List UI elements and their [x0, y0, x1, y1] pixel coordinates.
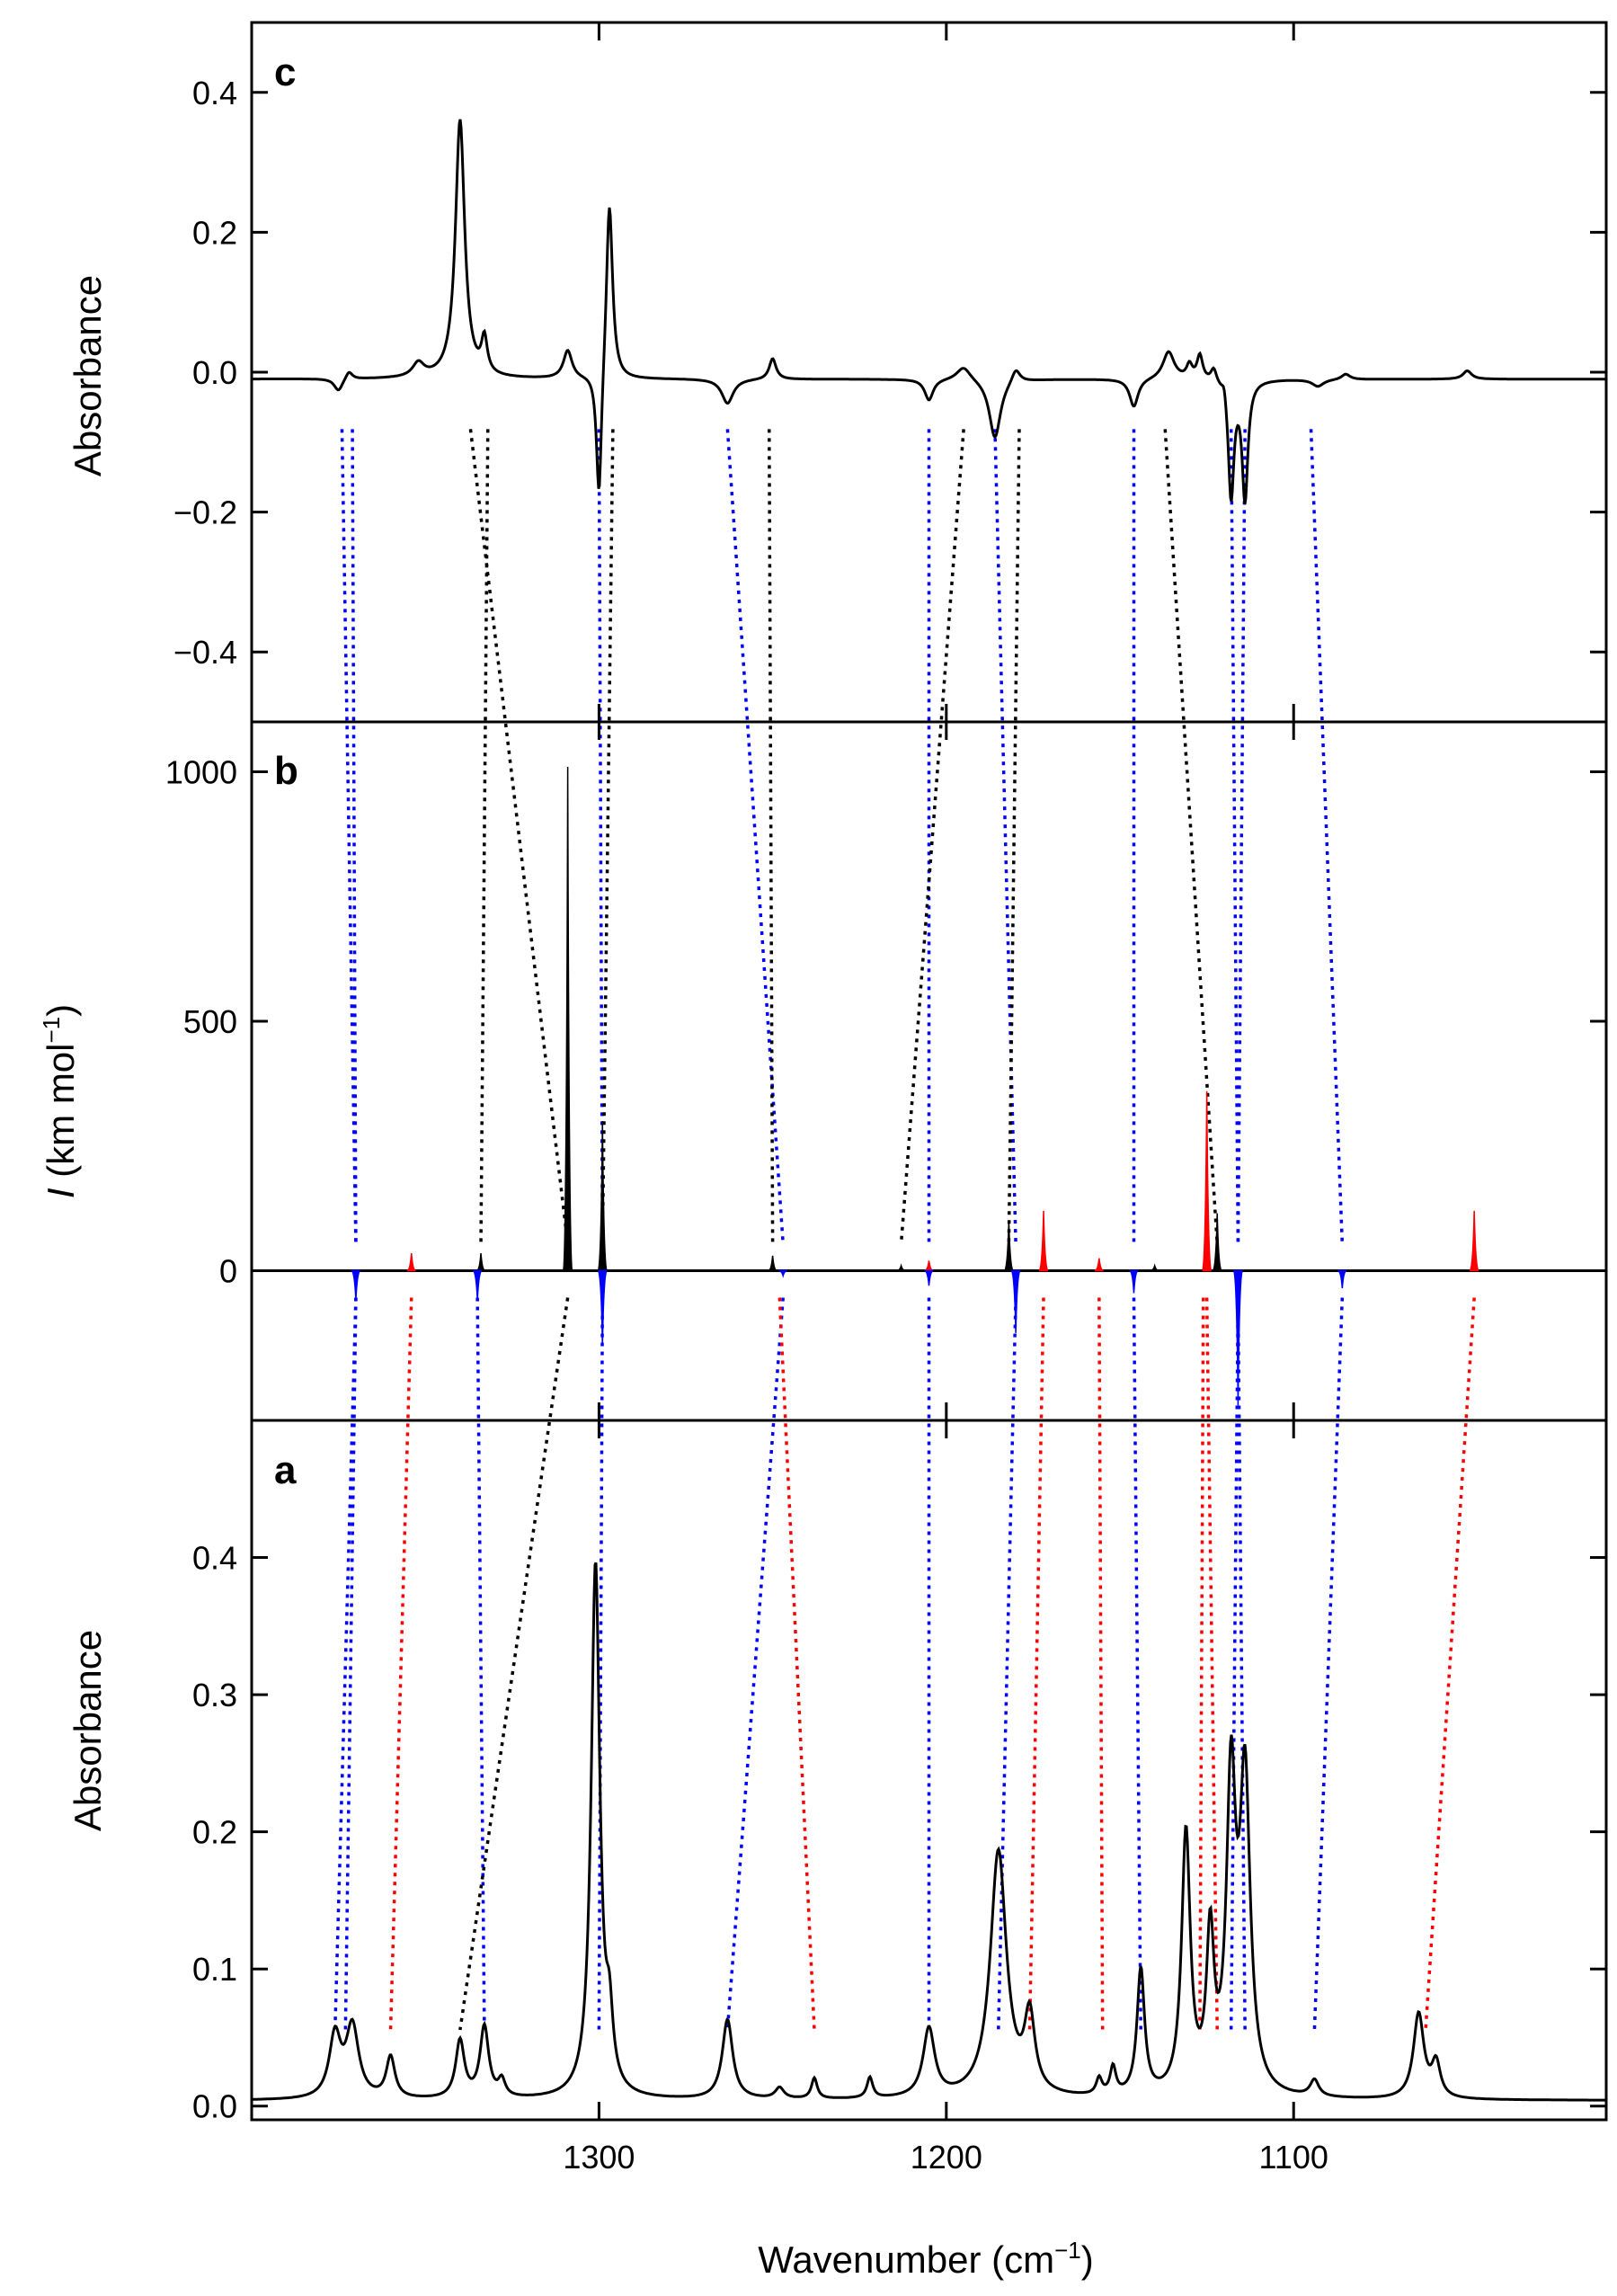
panel-b-band: [1038, 1210, 1049, 1272]
panel-b-ytick-label: 500: [183, 1003, 237, 1040]
panel-b-band: [1150, 1263, 1159, 1272]
panel-b-band: [472, 1269, 483, 1301]
correlation-line-b-a: [1097, 1297, 1105, 2031]
correlation-line-b-a: [1424, 1297, 1476, 2031]
correlation-line-b-a: [1132, 1297, 1142, 2031]
axis-ticks: 0.4 0.2 0.0 −0.2 −0.4 1000 500 0 0.4 0.3 0.2 0.1 0.0…: [165, 22, 1606, 2176]
x-tick-label: 1300: [563, 2139, 635, 2176]
correlation-line-c-b: [1163, 429, 1219, 1244]
panel-a-ytick-label: 0.1: [192, 1951, 237, 1988]
panel-a-ytick-label: 0.3: [192, 1677, 237, 1713]
panel-b-band: [475, 1253, 486, 1272]
correlation-line-c-b: [351, 429, 358, 1244]
panel-b-band: [406, 1253, 416, 1272]
panel-b-ytick-label: 0: [219, 1253, 237, 1290]
panel-b-band: [1337, 1269, 1347, 1288]
panel-c-ytick-label: −0.4: [173, 634, 237, 671]
correlation-line-c-b: [1007, 429, 1021, 1244]
panel-b-band: [351, 1269, 361, 1301]
panel-b-band: [924, 1269, 934, 1286]
panel-b-band: [562, 766, 573, 1272]
panel-b-ylabel: I (km mol−1): [38, 1004, 82, 1198]
panel-b-band: [924, 1260, 934, 1272]
correlation-line-b-a: [388, 1297, 413, 2031]
correlation-line-c-b: [899, 429, 965, 1244]
panel-a-ytick-label: 0.4: [192, 1540, 237, 1577]
correlation-line-b-a: [725, 1297, 785, 2031]
correlation-line-b-a: [997, 1297, 1017, 2031]
correlation-line-c-b: [340, 429, 358, 1244]
panel-a-letter: a: [274, 1448, 297, 1492]
panel-c-letter: c: [274, 50, 296, 94]
correlation-line-b-a: [458, 1297, 570, 2031]
panel-a-spectrum: [252, 1562, 1606, 2102]
correlation-line-c-b: [468, 429, 570, 1244]
panel-b-band: [896, 1263, 906, 1272]
correlation-line-b-a: [1312, 1297, 1345, 2031]
panel-b-ytick-label: 1000: [165, 754, 237, 791]
panel-frames: [250, 21, 1608, 2122]
correlation-line-c-b: [725, 429, 785, 1244]
correlation-line-b-a: [1027, 1297, 1045, 2031]
panel-b-band: [778, 1269, 788, 1278]
correlation-line-c-b: [768, 429, 775, 1244]
panel-b-band: [1129, 1269, 1139, 1294]
panel-c-ytick-label: 0.2: [192, 214, 237, 251]
correlation-line-c-b: [1236, 429, 1247, 1244]
panel-a-frame: [250, 1419, 1608, 2122]
panel-c-ytick-label: 0.4: [192, 75, 237, 111]
spectra-series: [252, 119, 1606, 2102]
panel-c-ylabel: Absorbance: [67, 275, 109, 476]
panel-b-band: [1232, 1269, 1244, 1406]
correlation-line-c-b: [993, 429, 1017, 1244]
panel-b-band: [597, 1269, 609, 1346]
panel-b-band: [1003, 1220, 1015, 1272]
correlation-lines: [333, 429, 1476, 2031]
correlation-line-c-b: [479, 429, 490, 1244]
x-tick-label: 1100: [1259, 2139, 1328, 2176]
panel-b-band: [597, 1120, 609, 1272]
correlation-line-b-a: [1229, 1297, 1240, 2031]
correlation-line-c-b: [1229, 429, 1240, 1244]
panel-a-ytick-label: 0.0: [192, 2088, 237, 2125]
panel-b-band: [1094, 1258, 1105, 1272]
panel-c-frame: [250, 21, 1608, 724]
panel-c-spectrum: [252, 119, 1606, 505]
panel-b-band: [1010, 1269, 1021, 1333]
panel-b-band: [1212, 1213, 1222, 1272]
panel-a-ytick-label: 0.2: [192, 1814, 237, 1851]
correlation-line-b-a: [1198, 1297, 1205, 2031]
panel-b-letter: b: [274, 749, 298, 793]
correlation-line-b-a: [1236, 1297, 1247, 2031]
correlation-line-b-a: [343, 1297, 358, 2031]
panel-b-band: [1469, 1210, 1479, 1272]
x-tick-label: 1200: [911, 2139, 982, 2176]
panel-b-band: [1201, 1090, 1213, 1272]
panel-c-ytick-label: 0.0: [192, 354, 237, 391]
correlation-line-b-a: [777, 1297, 816, 2031]
correlation-line-c-b: [597, 429, 605, 1244]
panel-c-ytick-label: −0.2: [173, 494, 237, 531]
panel-b-band: [768, 1255, 777, 1272]
correlation-line-b-a: [475, 1297, 486, 2031]
x-axis-title: Wavenumber (cm−1): [758, 2237, 1094, 2281]
panel-a-ylabel: Absorbance: [67, 1630, 109, 1831]
correlation-line-c-b: [600, 429, 615, 1244]
correlation-line-c-b: [1309, 429, 1345, 1244]
